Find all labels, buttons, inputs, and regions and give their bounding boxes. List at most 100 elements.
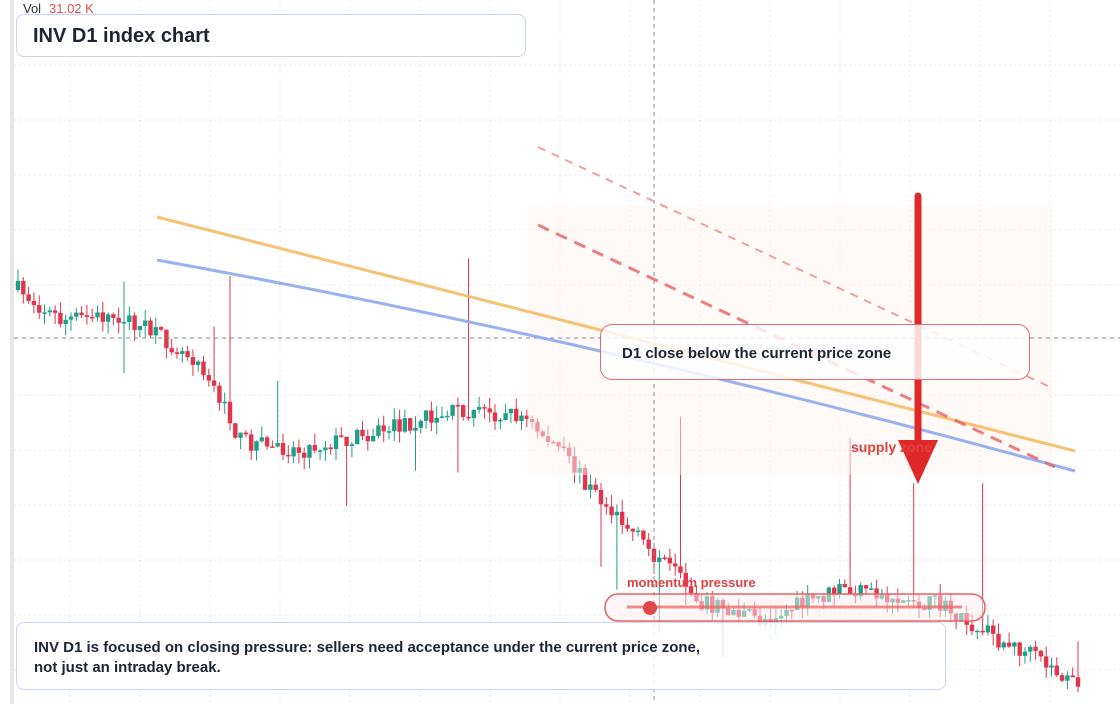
candle-body — [662, 557, 667, 560]
candle-body — [127, 315, 132, 322]
candle-body — [514, 408, 519, 422]
candle-body — [635, 530, 641, 533]
candle-body — [270, 446, 275, 448]
candle-body — [863, 585, 869, 589]
candle-body — [275, 442, 280, 447]
candle-body — [47, 310, 52, 313]
candle-body — [26, 294, 31, 301]
candle-body — [482, 407, 487, 409]
candle-body — [100, 312, 105, 322]
candle-body — [84, 315, 90, 317]
candle-body — [302, 452, 307, 458]
candle-body — [1075, 677, 1081, 687]
candle-body — [524, 415, 529, 419]
footer-line: not just an intraday break. — [34, 659, 221, 676]
candle-body — [21, 281, 26, 295]
candle-body — [969, 624, 975, 632]
candle-body — [339, 435, 344, 437]
left-strip — [10, 0, 14, 704]
candle-body — [1012, 642, 1017, 647]
candle-body — [111, 314, 116, 318]
candle-body — [625, 524, 630, 529]
candle-body — [450, 405, 455, 416]
candle-body — [408, 418, 413, 431]
candle-body — [180, 351, 185, 354]
candle-body — [434, 417, 439, 423]
momentum-label: momentum pressure — [627, 575, 756, 590]
candle-body — [190, 357, 196, 365]
candle-body — [980, 630, 985, 633]
candle-body — [254, 441, 259, 451]
candle-body — [667, 557, 673, 564]
candle-body — [132, 315, 137, 331]
arrow-head — [898, 440, 938, 484]
candle-body — [264, 437, 270, 447]
candle-body — [445, 415, 450, 418]
candle-body — [519, 415, 524, 422]
candle-body — [365, 436, 370, 442]
candle-body — [392, 419, 397, 432]
candle-body — [1001, 642, 1006, 648]
candle-body — [985, 625, 991, 633]
candle-body — [79, 312, 84, 316]
candle-body — [678, 566, 683, 573]
candle-body — [461, 405, 466, 417]
candle-body — [317, 450, 323, 452]
candle-body — [52, 310, 58, 313]
candle-body — [307, 445, 312, 458]
candle-body — [683, 572, 688, 587]
candle-body — [201, 361, 206, 376]
candle-body — [105, 314, 111, 322]
candle-body — [344, 436, 349, 446]
candle-body — [360, 429, 365, 437]
candle-body — [858, 585, 863, 597]
candle-body — [688, 586, 694, 594]
candle-body — [598, 489, 604, 505]
candle-body — [1022, 651, 1028, 656]
candle-body — [243, 432, 249, 435]
candle-body — [508, 408, 514, 414]
candle-body — [620, 511, 625, 525]
candle-body — [673, 563, 678, 567]
candle-body — [196, 361, 201, 365]
footer-line: INV D1 is focused on closing pressure: s… — [34, 639, 701, 656]
candle-body — [370, 435, 376, 442]
candle-body — [582, 467, 588, 490]
candle-body — [42, 312, 47, 314]
candle-body — [1028, 646, 1033, 652]
momentum-dot — [643, 601, 657, 615]
candle-body — [604, 504, 609, 507]
candle-body — [233, 423, 238, 438]
candle-body — [996, 633, 1001, 648]
candle-body — [641, 530, 646, 540]
candle-body — [413, 427, 418, 431]
candle-body — [376, 425, 381, 436]
candle-body — [466, 416, 471, 419]
candle-body — [222, 401, 227, 404]
candle-body — [842, 584, 847, 588]
candle-body — [148, 320, 153, 336]
candle-body — [402, 418, 408, 432]
vol-value: 31.02 K — [49, 1, 94, 16]
candle-body — [291, 447, 296, 457]
candle-body — [975, 630, 980, 633]
candle-body — [832, 587, 837, 596]
candle-body — [74, 312, 79, 317]
candle-body — [1006, 642, 1012, 647]
candle-body — [646, 539, 651, 549]
candle-body — [211, 380, 217, 386]
candle-body — [169, 348, 174, 353]
candle-body — [492, 412, 498, 422]
candle-body — [614, 511, 620, 516]
vol-label: Vol — [23, 1, 41, 16]
candle-body — [869, 588, 874, 590]
candle-body — [206, 375, 211, 381]
candle-body — [249, 434, 254, 451]
candle-body — [439, 416, 445, 418]
candle-body — [286, 454, 291, 457]
candle-body — [333, 435, 339, 450]
candle-body — [116, 317, 121, 323]
title-box: INV D1 index chart — [16, 14, 526, 57]
candle-body — [37, 305, 42, 313]
candle-body — [31, 300, 37, 306]
